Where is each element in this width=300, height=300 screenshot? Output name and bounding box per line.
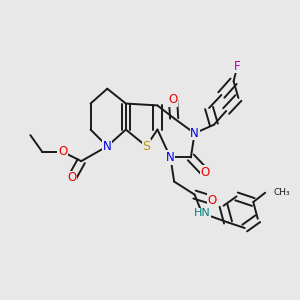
Text: O: O bbox=[200, 166, 210, 179]
Text: O: O bbox=[58, 146, 67, 158]
Text: F: F bbox=[234, 60, 241, 73]
Text: O: O bbox=[68, 171, 76, 184]
Text: N: N bbox=[166, 151, 175, 164]
Text: CH₃: CH₃ bbox=[273, 188, 290, 197]
Text: S: S bbox=[142, 140, 150, 153]
Text: HN: HN bbox=[194, 208, 210, 218]
Text: O: O bbox=[208, 194, 217, 207]
Text: O: O bbox=[168, 93, 178, 106]
Text: N: N bbox=[190, 127, 199, 140]
Text: N: N bbox=[103, 140, 112, 153]
